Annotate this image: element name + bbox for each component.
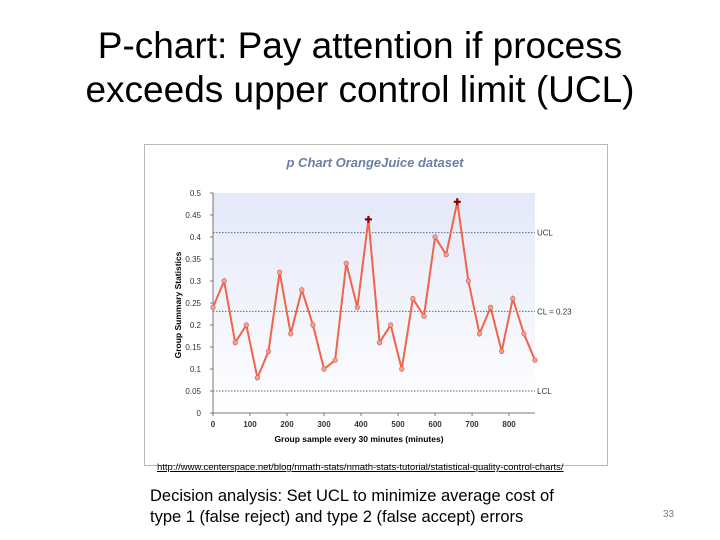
data-point	[310, 322, 316, 328]
series-line	[212, 201, 536, 382]
data-point	[421, 313, 427, 319]
y-tick-label: 0.45	[185, 211, 201, 220]
x-tick-label: 300	[317, 420, 331, 429]
data-point	[465, 278, 471, 284]
data-point	[354, 304, 360, 310]
data-point	[443, 251, 449, 258]
x-tick-label: 600	[428, 420, 442, 429]
y-tick-label: 0.15	[185, 343, 201, 352]
y-tick-label: 0.5	[190, 189, 202, 198]
y-tick-label: 0.4	[190, 233, 202, 242]
plot-area	[213, 193, 535, 413]
data-point	[388, 322, 394, 328]
slide-title: P-chart: Pay attention if process exceed…	[0, 24, 720, 112]
out-of-control-point	[364, 215, 372, 223]
data-point	[277, 269, 283, 275]
y-tick-label: 0.35	[185, 255, 201, 264]
p-chart: p Chart OrangeJuice dataset Group Summar…	[173, 155, 572, 444]
y-tick-label: 0.05	[185, 387, 201, 396]
y-tick-label: 0.3	[190, 277, 202, 286]
data-point	[487, 304, 494, 310]
data-point	[265, 348, 272, 354]
data-point	[332, 357, 338, 363]
chart-title: p Chart OrangeJuice dataset	[286, 155, 465, 170]
data-point	[399, 366, 405, 372]
x-tick-label: 700	[465, 420, 479, 429]
out-of-control-point	[453, 198, 461, 206]
control-limit-label-cl: CL = 0.23	[537, 307, 572, 316]
y-tick-label: 0.1	[190, 365, 202, 374]
data-point	[521, 331, 527, 337]
data-point	[499, 348, 505, 354]
data-point	[321, 366, 327, 372]
data-point	[210, 304, 216, 310]
caption-line-2: type 1 (false reject) and type 2 (false …	[150, 508, 524, 526]
slide-title-line-2: exceeds upper control limit (UCL)	[85, 69, 635, 110]
x-tick-label: 200	[280, 420, 294, 429]
data-point	[221, 278, 227, 284]
data-point	[376, 340, 383, 346]
x-tick-label: 500	[391, 420, 405, 429]
data-point	[510, 296, 516, 302]
data-point	[299, 287, 305, 293]
data-point	[254, 375, 261, 381]
caption-line-1: Decision analysis: Set UCL to minimize a…	[150, 487, 554, 505]
data-point	[432, 234, 438, 240]
control-limit-label-lcl: LCL	[537, 387, 552, 396]
page-number: 33	[663, 509, 675, 520]
data-point	[532, 357, 538, 363]
x-tick-label: 400	[354, 420, 368, 429]
data-point	[410, 296, 416, 302]
data-point	[243, 322, 249, 328]
x-tick-label: 0	[211, 420, 216, 429]
data-point	[343, 260, 349, 266]
slide-title-line-1: P-chart: Pay attention if process	[97, 25, 623, 66]
control-limit-label-ucl: UCL	[537, 229, 554, 238]
data-point	[476, 331, 483, 337]
source-link[interactable]: http://www.centerspace.net/blog/nmath-st…	[157, 462, 564, 473]
p-chart-figure: p Chart OrangeJuice dataset Group Summar…	[144, 144, 608, 466]
y-tick-label: 0.2	[190, 321, 202, 330]
y-tick-label: 0	[197, 409, 202, 418]
x-axis-label: Group sample every 30 minutes (minutes)	[274, 434, 443, 444]
x-tick-label: 100	[243, 420, 257, 429]
x-tick-label: 800	[502, 420, 516, 429]
y-axis-label: Group Summary Statistics	[173, 251, 183, 358]
decision-caption: Decision analysis: Set UCL to minimize a…	[150, 486, 620, 528]
data-point	[232, 340, 238, 346]
y-tick-label: 0.25	[185, 299, 201, 308]
data-point	[288, 331, 294, 337]
